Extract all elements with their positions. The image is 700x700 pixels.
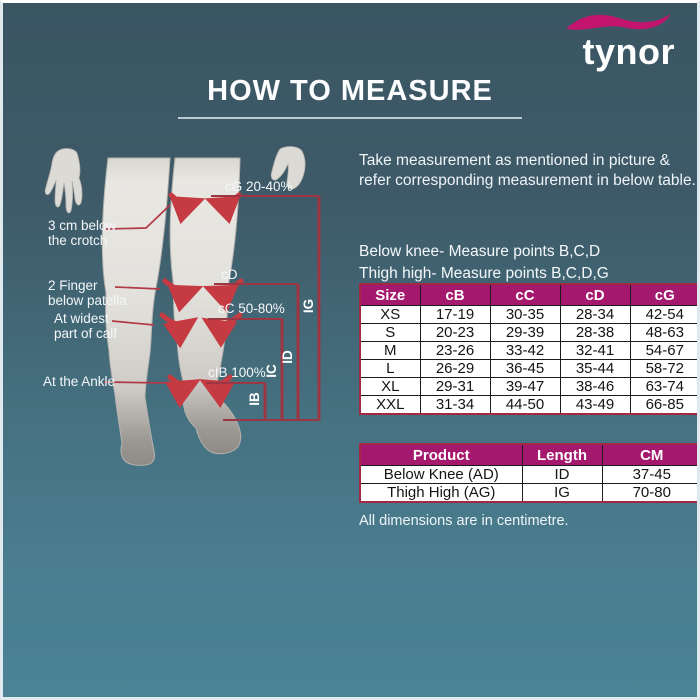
col-header-length: Length [521, 443, 603, 466]
annotation-crotch-2: the crotch [48, 233, 107, 248]
length-measurement-lines [206, 195, 321, 421]
cell: 70-80 [601, 483, 697, 503]
col-header-cm: CM [601, 443, 697, 466]
cell: ID [521, 465, 603, 484]
cell: 63-74 [629, 377, 697, 396]
cell: 58-72 [629, 359, 697, 378]
annotation-pointer-lines [103, 204, 171, 384]
length-label-ID: ID [280, 350, 295, 364]
below-knee-points: Below knee- Measure points B,C,D [359, 243, 601, 260]
product-length-table: Product Length CM Below Knee (AD) ID 37-45… [359, 443, 697, 503]
left-leg-illustration [101, 157, 171, 466]
level-label-cD: cD [221, 267, 238, 282]
level-label-cIB: cIB 100% [208, 365, 266, 380]
col-header-cC: cC [489, 283, 561, 306]
cell: XS [359, 305, 421, 324]
cell: 36-45 [489, 359, 561, 378]
level-label-cC: cC 50-80% [218, 301, 285, 316]
thigh-high-points: Thigh high- Measure points B,C,D,G [359, 265, 609, 282]
annotation-patella-2: below patella [48, 293, 127, 308]
annotation-calf: At widest [54, 311, 109, 326]
col-header-size: Size [359, 283, 421, 306]
page-title: HOW TO MEASURE [207, 75, 493, 107]
size-chart-table: Size cB cC cD cG XS 17-19 30-35 28-34 42-54 … [359, 283, 697, 415]
table-row: XXL 31-34 44-50 43-49 66-85 [359, 395, 697, 415]
annotation-calf-2: part of calf [54, 326, 117, 341]
col-header-cD: cD [559, 283, 631, 306]
leg-measurement-diagram: cG 20-40% cD cC 50-80% cIB 100% IG ID IC… [43, 146, 321, 466]
table-row: XS 17-19 30-35 28-34 42-54 [359, 305, 697, 324]
cell: 23-26 [419, 341, 491, 360]
cell: Thigh High (AG) [359, 483, 523, 503]
table-row: XL 29-31 39-47 38-46 63-74 [359, 377, 697, 396]
cell: M [359, 341, 421, 360]
table-row: L 26-29 36-45 35-44 58-72 [359, 359, 697, 378]
table-row: Below Knee (AD) ID 37-45 [359, 465, 697, 484]
length-label-IG: IG [301, 299, 316, 313]
table-row: M 23-26 33-42 32-41 54-67 [359, 341, 697, 360]
instruction-text: Take measurement as mentioned in picture… [359, 152, 696, 190]
measure-points-text: Below knee- Measure points B,C,D Thigh h… [359, 241, 697, 285]
length-label-IB: IB [247, 392, 262, 406]
cell: 28-38 [559, 323, 631, 342]
brand-name: tynor [582, 31, 675, 72]
cell: 26-29 [419, 359, 491, 378]
cell: IG [521, 483, 603, 503]
tynor-logo: tynor [547, 11, 677, 72]
cell: 20-23 [419, 323, 491, 342]
col-header-product: Product [359, 443, 523, 466]
cell: 37-45 [601, 465, 697, 484]
length-table-header-row: Product Length CM [359, 443, 697, 466]
cell: 39-47 [489, 377, 561, 396]
cell: 29-39 [489, 323, 561, 342]
left-hand-illustration [44, 148, 83, 214]
cell: 66-85 [629, 395, 697, 415]
col-header-cG: cG [629, 283, 697, 306]
level-label-cG: cG 20-40% [225, 179, 293, 194]
cell: 32-41 [559, 341, 631, 360]
cell: S [359, 323, 421, 342]
title-underline: HOW TO MEASURE [178, 75, 522, 119]
cell: L [359, 359, 421, 378]
cell: 28-34 [559, 305, 631, 324]
right-hand-illustration [270, 146, 306, 190]
col-header-cB: cB [419, 283, 491, 306]
table-row: S 20-23 29-39 28-38 48-63 [359, 323, 697, 342]
cell: 33-42 [489, 341, 561, 360]
cell: XL [359, 377, 421, 396]
cell: 38-46 [559, 377, 631, 396]
cell: 43-49 [559, 395, 631, 415]
cell: 30-35 [489, 305, 561, 324]
annotation-patella: 2 Finger [48, 278, 98, 293]
cell: 31-34 [419, 395, 491, 415]
cell: 44-50 [489, 395, 561, 415]
length-label-IC: IC [264, 364, 279, 378]
annotation-crotch: 3 cm below [48, 218, 117, 233]
tynor-swoosh-icon [566, 13, 671, 30]
table-row: Thigh High (AG) IG 70-80 [359, 483, 697, 503]
size-table-header-row: Size cB cC cD cG [359, 283, 697, 306]
cell: XXL [359, 395, 421, 415]
cell: 48-63 [629, 323, 697, 342]
cell: 42-54 [629, 305, 697, 324]
cell: 17-19 [419, 305, 491, 324]
cell: 35-44 [559, 359, 631, 378]
cell: Below Knee (AD) [359, 465, 523, 484]
cell: 29-31 [419, 377, 491, 396]
annotation-ankle: At the Ankle [43, 374, 115, 389]
cell: 54-67 [629, 341, 697, 360]
dimensions-footnote: All dimensions are in centimetre. [359, 513, 569, 529]
